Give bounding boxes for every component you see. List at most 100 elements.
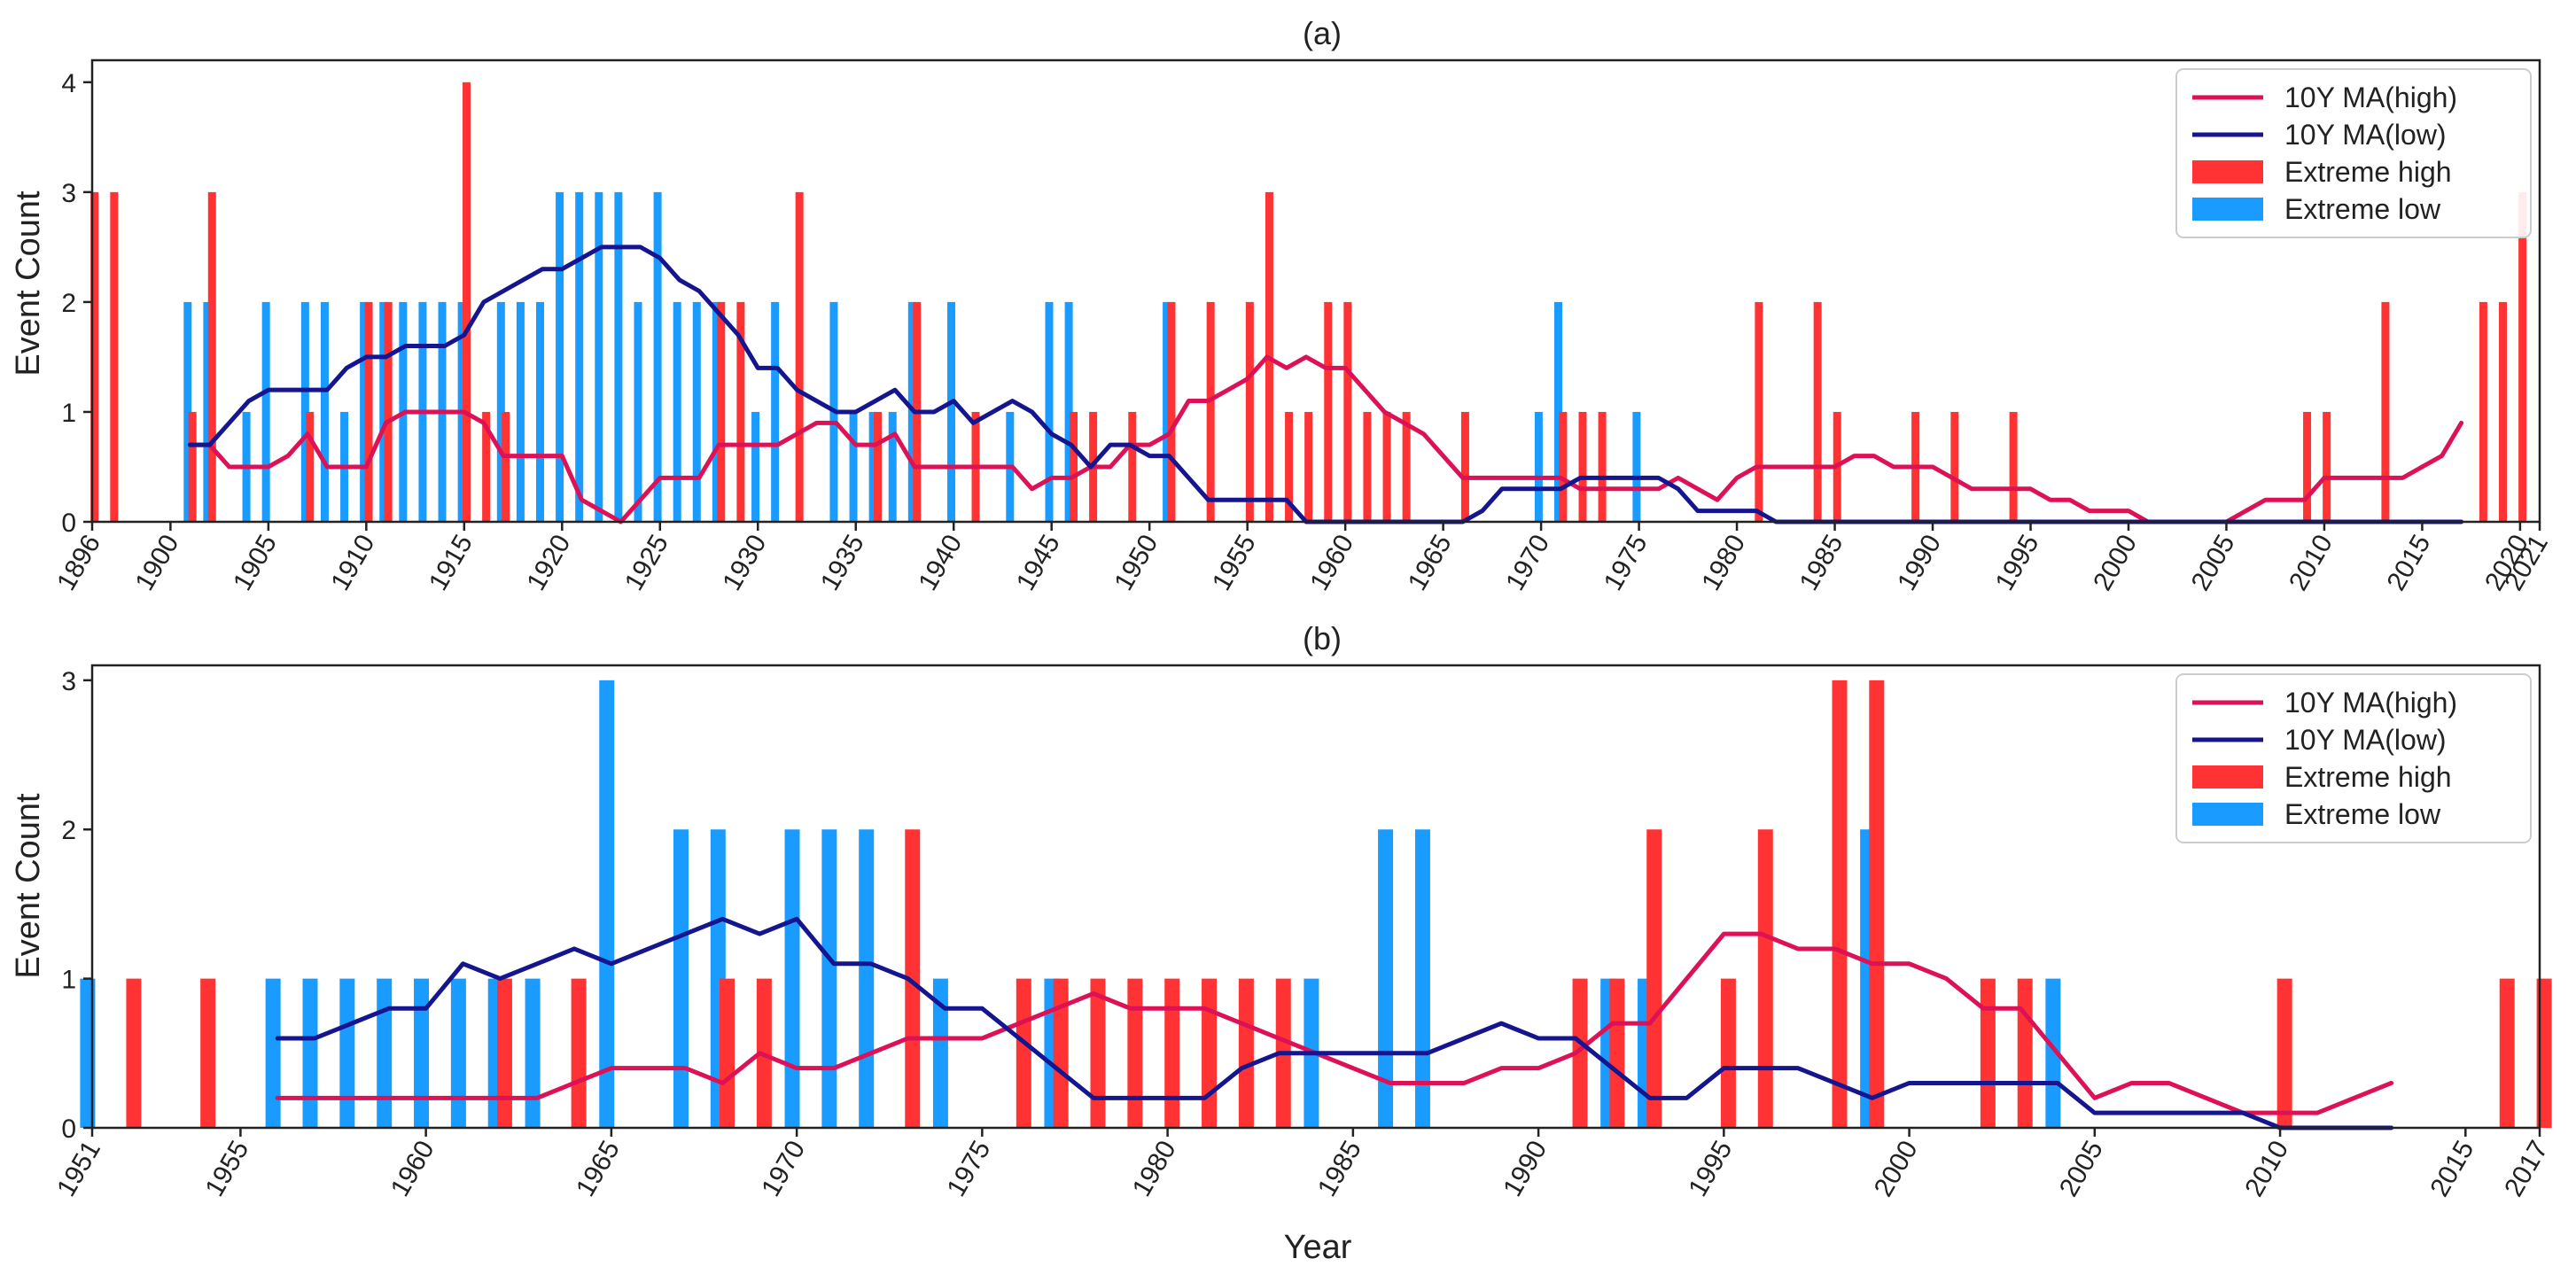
bar-extreme-high-1978 bbox=[1090, 978, 1106, 1128]
bar-extreme-high-1959 bbox=[1324, 301, 1333, 522]
bar-extreme-high-1917 bbox=[502, 411, 510, 522]
bar-extreme-high-1928 bbox=[717, 301, 726, 522]
bar-extreme-low-1926 bbox=[673, 301, 681, 522]
bar-extreme-high-1992 bbox=[1609, 978, 1625, 1128]
bar-extreme-high-1981 bbox=[1755, 301, 1763, 522]
bar-extreme-high-1911 bbox=[384, 301, 393, 522]
legend-swatch-3 bbox=[2192, 198, 2263, 221]
panel-b-lines bbox=[275, 916, 2394, 1130]
bar-extreme-low-1935 bbox=[849, 411, 858, 522]
bar-extreme-high-1958 bbox=[1304, 411, 1313, 522]
bar-extreme-low-1922 bbox=[595, 191, 603, 523]
bar-extreme-high-1977 bbox=[1053, 978, 1069, 1128]
bar-extreme-low-1901 bbox=[183, 301, 192, 522]
bar-extreme-low-1951 bbox=[1163, 301, 1171, 522]
bar-extreme-high-1994 bbox=[2009, 411, 2018, 522]
bar-extreme-low-1931 bbox=[771, 301, 780, 522]
bar-extreme-high-2020 bbox=[2518, 191, 2527, 523]
bar-extreme-high-1901 bbox=[188, 411, 197, 522]
bar-extreme-high-1973 bbox=[905, 829, 921, 1128]
bar-extreme-high-1952 bbox=[126, 978, 142, 1128]
bar-extreme-high-1946 bbox=[1070, 411, 1078, 522]
panel-b-bars bbox=[80, 680, 2552, 1128]
legend-swatch-2 bbox=[2192, 765, 2263, 788]
bar-extreme-low-1924 bbox=[634, 301, 642, 522]
bar-extreme-low-1975 bbox=[1632, 411, 1641, 522]
bar-extreme-high-1955 bbox=[1245, 301, 1254, 522]
bar-extreme-high-1932 bbox=[795, 191, 804, 523]
panel-b-legend: 10Y MA(high) 10Y MA(low) Extreme high Extre… bbox=[2175, 673, 2532, 843]
bar-extreme-low-1970 bbox=[784, 829, 800, 1128]
panel-a-y-axis-title: Event Count bbox=[10, 190, 47, 377]
bar-extreme-high-1968 bbox=[720, 978, 735, 1128]
legend-label-3: Extreme low bbox=[2284, 193, 2441, 225]
bar-extreme-high-1995 bbox=[1720, 978, 1736, 1128]
bar-extreme-low-1967 bbox=[673, 829, 689, 1128]
bar-extreme-high-1916 bbox=[482, 411, 491, 522]
bar-extreme-high-1966 bbox=[1460, 411, 1469, 522]
y-tick-label-1: 1 bbox=[61, 399, 76, 428]
legend-label-1: 10Y MA(low) bbox=[2284, 724, 2447, 756]
bar-extreme-low-1971 bbox=[1554, 301, 1562, 522]
bar-extreme-high-1962 bbox=[1382, 411, 1391, 522]
bar-extreme-high-1949 bbox=[1128, 411, 1137, 522]
bar-extreme-high-1961 bbox=[1363, 411, 1372, 522]
legend-swatch-2 bbox=[2192, 160, 2263, 183]
legend-label-2: Extreme high bbox=[2284, 761, 2452, 793]
bar-extreme-low-1970 bbox=[1534, 411, 1543, 522]
bar-extreme-high-1999 bbox=[1869, 680, 1885, 1128]
bar-extreme-high-1953 bbox=[1206, 301, 1215, 522]
bar-extreme-low-1937 bbox=[888, 411, 897, 522]
series-line-ma-high bbox=[187, 354, 2464, 524]
series-line-ma-high bbox=[275, 931, 2394, 1115]
bar-extreme-high-1981 bbox=[1202, 978, 1218, 1128]
bar-extreme-low-1902 bbox=[203, 301, 212, 522]
y-tick-label-4: 4 bbox=[61, 69, 76, 98]
legend-swatch-3 bbox=[2192, 803, 2263, 826]
bar-extreme-low-1927 bbox=[692, 301, 701, 522]
bar-extreme-high-1982 bbox=[1238, 978, 1254, 1128]
bar-extreme-low-1945 bbox=[1045, 301, 1054, 522]
bar-extreme-low-1910 bbox=[360, 301, 369, 522]
series-line-ma-low bbox=[275, 916, 2394, 1130]
bar-extreme-low-1907 bbox=[300, 301, 309, 522]
bar-extreme-high-1991 bbox=[1572, 978, 1588, 1128]
bar-extreme-high-1991 bbox=[1950, 411, 1959, 522]
bar-extreme-low-1959 bbox=[377, 978, 393, 1128]
bar-extreme-high-1896 bbox=[90, 191, 99, 523]
bar-extreme-low-1923 bbox=[614, 191, 623, 523]
bar-extreme-low-1919 bbox=[536, 301, 545, 522]
bar-extreme-high-1963 bbox=[1402, 411, 1411, 522]
bar-extreme-low-1958 bbox=[339, 978, 355, 1128]
y-tick-label-3: 3 bbox=[61, 179, 76, 208]
legend-box bbox=[2175, 673, 2532, 843]
bar-extreme-low-1960 bbox=[414, 978, 430, 1128]
bar-extreme-low-1908 bbox=[320, 301, 329, 522]
panel-b-x-axis-title: Year bbox=[1284, 1229, 1352, 1266]
y-tick-label-2: 2 bbox=[61, 816, 76, 845]
bar-extreme-low-2004 bbox=[2045, 978, 2061, 1128]
bar-extreme-high-1907 bbox=[306, 411, 315, 522]
bar-extreme-low-1946 bbox=[1064, 301, 1073, 522]
legend-label-0: 10Y MA(high) bbox=[2284, 687, 2457, 719]
bar-extreme-high-1936 bbox=[874, 411, 883, 522]
bar-extreme-high-1897 bbox=[110, 191, 119, 523]
bar-extreme-low-1905 bbox=[261, 301, 270, 522]
bar-extreme-high-1972 bbox=[1578, 411, 1587, 522]
panel-b-title: (b) bbox=[1303, 620, 1342, 656]
bar-extreme-low-1921 bbox=[575, 191, 584, 523]
legend-label-2: Extreme high bbox=[2284, 156, 2452, 188]
bar-extreme-low-1971 bbox=[821, 829, 837, 1128]
bar-extreme-high-2013 bbox=[2381, 301, 2390, 522]
bar-extreme-low-1936 bbox=[868, 411, 877, 522]
bar-extreme-high-1951 bbox=[1167, 301, 1176, 522]
bar-extreme-high-1910 bbox=[364, 301, 373, 522]
bar-extreme-high-1915 bbox=[463, 82, 471, 522]
y-tick-label-3: 3 bbox=[61, 667, 76, 696]
bar-extreme-low-1928 bbox=[712, 301, 720, 522]
bar-extreme-high-1993 bbox=[1646, 829, 1662, 1128]
axes-frame bbox=[90, 58, 2541, 524]
bar-extreme-low-1930 bbox=[751, 411, 760, 522]
bar-extreme-high-1964 bbox=[571, 978, 587, 1128]
